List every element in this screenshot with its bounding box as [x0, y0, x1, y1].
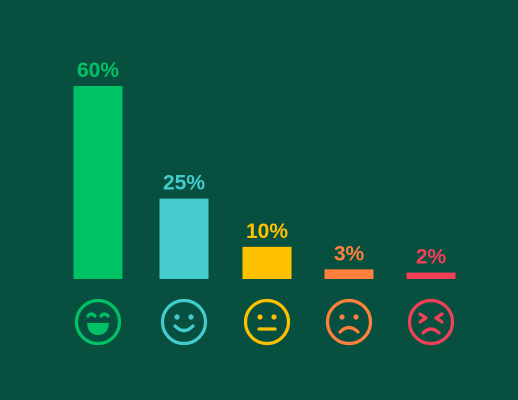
- face-outline: [74, 298, 122, 346]
- bar-very-upset: [406, 272, 456, 279]
- face-feature: [353, 314, 359, 320]
- bar-very-happy: [73, 86, 123, 279]
- face-feature: [434, 312, 444, 324]
- neutral-face-icon: [243, 298, 291, 346]
- face-feature: [338, 325, 360, 334]
- face-feature: [188, 314, 194, 320]
- upset-face-icon: [407, 298, 455, 346]
- face-outline: [160, 298, 208, 346]
- data-label-happy: 25%: [163, 172, 205, 195]
- grinning-face-icon: [74, 298, 122, 346]
- data-label-sad: 3%: [334, 242, 365, 265]
- face-feature: [174, 314, 180, 320]
- face-feature: [339, 314, 345, 320]
- data-label-very-upset: 2%: [416, 246, 447, 269]
- smiling-face-icon: [160, 298, 208, 346]
- face-feature: [99, 312, 110, 318]
- face-outline: [325, 298, 373, 346]
- bar-sad: [324, 269, 374, 279]
- bar-neutral: [242, 246, 292, 279]
- face-outline: [407, 298, 455, 346]
- face-feature: [421, 327, 441, 335]
- face-feature: [173, 324, 195, 333]
- bar-happy: [159, 198, 209, 279]
- data-label-very-happy: 60%: [77, 59, 119, 82]
- face-feature: [87, 323, 109, 335]
- face-feature: [418, 312, 428, 324]
- data-label-neutral: 10%: [246, 220, 288, 243]
- frowning-face-icon: [325, 298, 373, 346]
- face-feature: [271, 314, 277, 320]
- face-feature: [257, 314, 263, 320]
- face-outline: [243, 298, 291, 346]
- face-feature: [86, 312, 97, 318]
